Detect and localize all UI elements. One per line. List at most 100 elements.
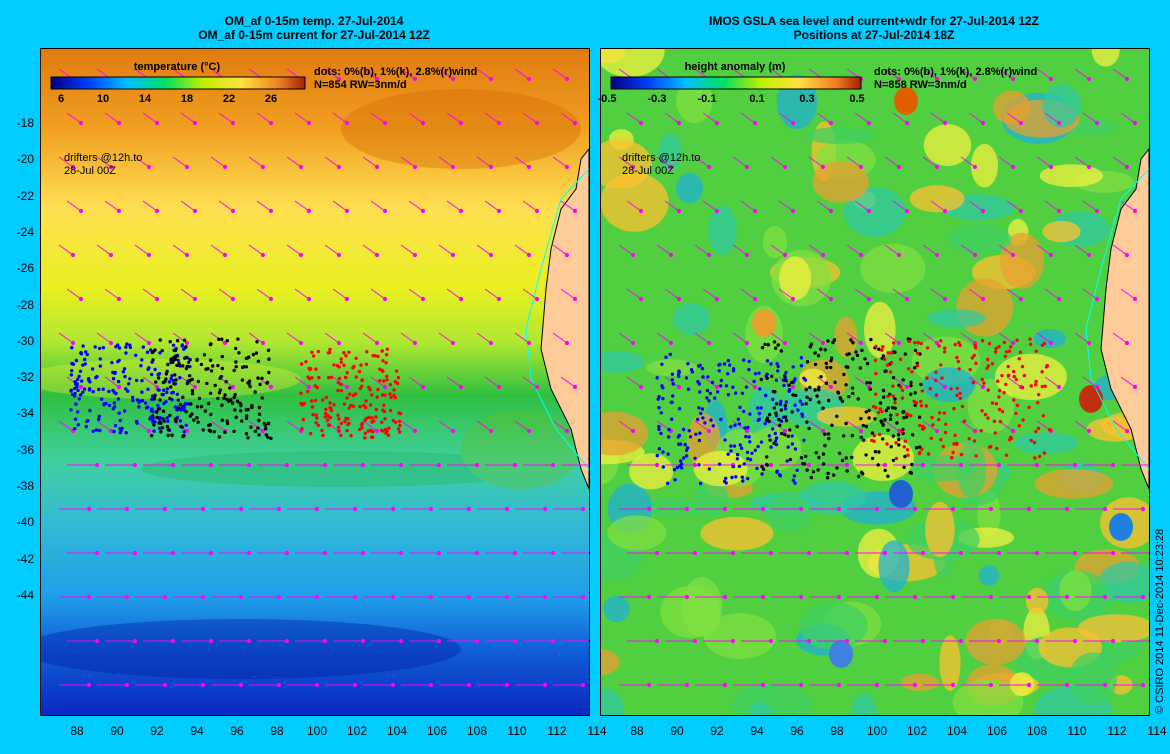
eddy [939,635,961,691]
current-arrow-head [428,506,434,512]
copyright-note: © CSIRO 2014 11-Dec-2014 10:23:28 [1154,528,1166,714]
current-arrow-head [192,384,198,390]
drifter-dot [675,465,680,470]
current-arrow-head [782,340,788,346]
drifter-dot [783,415,788,419]
current-arrow-head [352,594,358,600]
drifter-dot [774,378,779,382]
drifter-dot [869,337,873,342]
current-arrow-head [730,638,736,644]
drifter-dot [958,391,962,395]
drifter-dot [795,424,799,429]
drifter-dot [180,425,184,429]
current-arrow-head [458,296,464,302]
current-arrow-head [692,462,698,468]
current-arrow [400,68,416,80]
drifter-dot [1029,342,1033,347]
eddy [676,78,713,124]
current-arrow-head [782,428,788,434]
current-arrow-head [1094,384,1100,390]
current-arrow-head [572,208,578,214]
drifter-dot [883,357,887,361]
current-arrow [142,112,158,124]
drifter-dot [844,365,848,369]
current-arrow-head [630,428,636,434]
eddy [681,577,723,637]
current-arrow [370,376,386,388]
drifter-dot [811,470,816,474]
drifter-dot [364,405,368,410]
current-arrow-head [412,164,418,170]
left-panel-title: OM_af 0-15m temp. 27-Jul-2014 OM_af 0-15… [40,14,588,42]
drifter-dot [359,363,363,367]
current-arrow-head [78,296,84,302]
current-arrow-head [836,594,842,600]
longitude-tick-label: 102 [906,724,928,738]
drifter-dot [97,387,101,392]
drifter-dot [176,398,180,402]
drifter-dot [713,396,717,400]
drifter-dot [701,375,705,379]
current-arrow [560,200,576,212]
latitude-tick-label: -30 [16,333,34,348]
drifter-dot [719,378,724,383]
current-arrow-head [1048,76,1054,82]
current-arrow-head [200,506,206,512]
current-arrow [770,244,786,256]
drifter-dot [70,346,74,350]
drifter-dot [687,429,691,433]
eddy [749,701,772,715]
current-arrow-head [1094,208,1100,214]
drifter-dot [717,369,721,373]
colorbar-tick-label: -0.3 [647,93,667,105]
current-arrow-head [1086,76,1092,82]
drifter-dot [220,354,224,359]
drifter-dot [336,425,341,429]
drifter-dot [746,457,750,461]
drifter-dot [902,416,906,420]
current-arrow-head [238,682,244,688]
current-arrow-head [398,638,404,644]
current-arrow-head [162,594,168,600]
drifter-dot [755,466,759,471]
drifter-dot [844,421,848,426]
eddy [1039,164,1103,188]
drifter-dot [877,410,881,415]
drifter-dot [246,381,250,385]
drifter-dot [839,397,843,401]
drifter-dot [97,417,101,421]
drifter-dot [917,415,922,419]
drifter-dot [337,429,341,433]
current-arrow [702,376,718,388]
current-arrow-head [1140,594,1146,600]
current-arrow-head [1034,638,1040,644]
current-arrow [552,420,568,432]
current-arrow [664,376,680,388]
drifter-dot [73,417,78,421]
drifter-dot [217,435,221,439]
drifter-dot [941,444,945,449]
drifter-dot [878,432,882,437]
current-arrow-head [684,594,690,600]
drifter-dot [131,395,135,400]
current-arrow [560,112,576,124]
drifter-dot [677,369,681,373]
current-arrow [1006,200,1022,212]
drifter-dot [1048,428,1052,432]
current-arrow [846,332,862,344]
current-arrow-head [86,506,92,512]
current-arrow [66,200,82,212]
drifter-dot [696,417,700,422]
drifter-dot [112,429,116,434]
drifter-dot [91,390,95,394]
drifter-dot [156,376,161,380]
drifter-dot [73,426,77,431]
current-arrow-head [360,638,366,644]
drifter-dot [940,376,944,380]
colorbar-tick-label: 0.5 [849,93,865,105]
current-arrow-head [1034,550,1040,556]
drifter-dot [670,417,674,421]
drifter-dot [381,359,385,363]
current-arrow [694,244,710,256]
drifter-dot [382,379,386,383]
